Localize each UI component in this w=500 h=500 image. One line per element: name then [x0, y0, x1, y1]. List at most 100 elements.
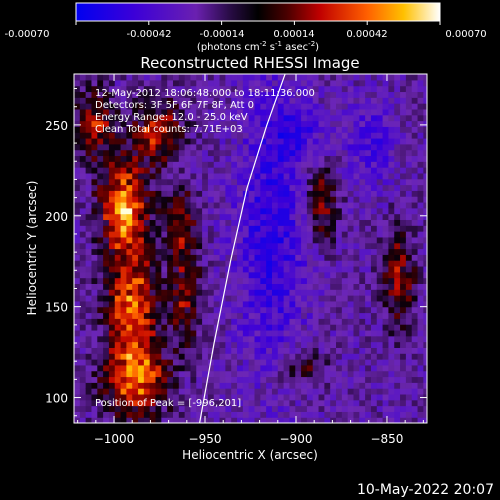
- heatmap-cell: [423, 103, 427, 110]
- heatmap-cell: [365, 103, 372, 110]
- heatmap-cell: [411, 178, 419, 186]
- heatmap-cell: [196, 364, 203, 372]
- heatmap-cell: [388, 132, 395, 139]
- heatmap-cell: [178, 405, 186, 412]
- heatmap-cell: [411, 393, 419, 401]
- heatmap-cell: [260, 219, 267, 226]
- heatmap-cell: [79, 196, 87, 203]
- heatmap-cell: [260, 184, 267, 191]
- heatmap-cell: [400, 335, 407, 343]
- heatmap-cell: [108, 388, 116, 395]
- heatmap-cell: [108, 324, 116, 331]
- heatmap-cell: [405, 388, 413, 395]
- heatmap-cell: [266, 335, 273, 343]
- heatmap-cell: [324, 74, 331, 81]
- heatmap-cell: [149, 376, 157, 383]
- heatmap-cell: [318, 341, 325, 348]
- heatmap-cell: [237, 207, 244, 215]
- heatmap-cell: [178, 248, 186, 255]
- heatmap-cell: [219, 283, 226, 290]
- heatmap-cell: [411, 260, 419, 267]
- heatmap-cell: [248, 79, 256, 87]
- heatmap-cell: [91, 219, 98, 226]
- heatmap-cell: [114, 324, 122, 331]
- heatmap-cell: [277, 196, 285, 203]
- heatmap-cell: [277, 149, 285, 157]
- heatmap-cell: [277, 236, 285, 244]
- heatmap-cell: [103, 341, 110, 348]
- heatmap-cell: [248, 329, 256, 337]
- heatmap-cell: [266, 149, 273, 157]
- heatmap-cell: [161, 132, 168, 139]
- heatmap-cell: [301, 265, 308, 273]
- heatmap-cell: [242, 405, 250, 412]
- heatmap-cell: [330, 149, 337, 157]
- heatmap-cell: [114, 359, 122, 366]
- heatmap-cell: [231, 149, 238, 157]
- heatmap-cell: [74, 283, 81, 290]
- heatmap-cell: [190, 97, 197, 104]
- heatmap-cell: [271, 167, 279, 174]
- heatmap-cell: [301, 167, 308, 174]
- heatmap-cell: [184, 248, 192, 255]
- heatmap-cell: [74, 295, 81, 302]
- heatmap-cell: [312, 213, 320, 221]
- heatmap-cell: [213, 283, 221, 290]
- heatmap-cell: [365, 370, 372, 378]
- heatmap-cell: [178, 196, 186, 203]
- heatmap-cell: [97, 219, 104, 226]
- heatmap-cell: [341, 207, 349, 215]
- heatmap-cell: [405, 341, 413, 348]
- heatmap-cell: [207, 231, 215, 238]
- heatmap-cell: [365, 271, 372, 279]
- heatmap-cell: [184, 353, 192, 360]
- heatmap-cell: [359, 254, 366, 261]
- heatmap-cell: [277, 242, 285, 250]
- heatmap-cell: [423, 254, 427, 261]
- heatmap-cell: [79, 359, 87, 366]
- heatmap-cell: [394, 91, 401, 98]
- heatmap-cell: [225, 312, 232, 319]
- heatmap-cell: [318, 300, 325, 308]
- heatmap-cell: [254, 108, 261, 116]
- heatmap-cell: [388, 312, 395, 319]
- heatmap-cell: [132, 149, 139, 157]
- heatmap-cell: [74, 97, 81, 104]
- heatmap-cell: [172, 300, 180, 308]
- heatmap-cell: [248, 260, 256, 267]
- heatmap-cell: [79, 382, 87, 389]
- heatmap-cell: [341, 306, 349, 314]
- heatmap-cell: [143, 207, 151, 215]
- heatmap-cell: [271, 382, 279, 389]
- heatmap-cell: [213, 399, 221, 407]
- heatmap-cell: [85, 242, 93, 250]
- heatmap-cell: [167, 370, 174, 378]
- heatmap-cell: [219, 254, 226, 261]
- heatmap-cell: [382, 370, 390, 378]
- footer-date: 10-May-2022 20:07: [357, 482, 494, 498]
- heatmap-cell: [143, 132, 151, 139]
- heatmap-cell: [400, 143, 407, 151]
- heatmap-cell: [167, 143, 174, 151]
- heatmap-cell: [202, 219, 209, 226]
- heatmap-cell: [301, 353, 308, 360]
- heatmap-cell: [324, 399, 331, 407]
- heatmap-cell: [318, 265, 325, 273]
- heatmap-cell: [207, 289, 215, 296]
- heatmap-cell: [423, 91, 427, 98]
- heatmap-cell: [97, 161, 104, 168]
- heatmap-cell: [394, 335, 401, 343]
- heatmap-cell: [376, 149, 384, 157]
- heatmap-cell: [347, 306, 355, 314]
- heatmap-cell: [103, 103, 110, 110]
- heatmap-cell: [184, 324, 192, 331]
- heatmap-cell: [388, 295, 395, 302]
- heatmap-cell: [417, 388, 424, 395]
- heatmap-cell: [184, 295, 192, 302]
- heatmap-cell: [336, 318, 343, 325]
- heatmap-cell: [289, 364, 296, 372]
- heatmap-cell: [143, 399, 151, 407]
- heatmap-cell: [260, 114, 267, 122]
- heatmap-cell: [324, 376, 331, 383]
- heatmap-cell: [132, 184, 139, 191]
